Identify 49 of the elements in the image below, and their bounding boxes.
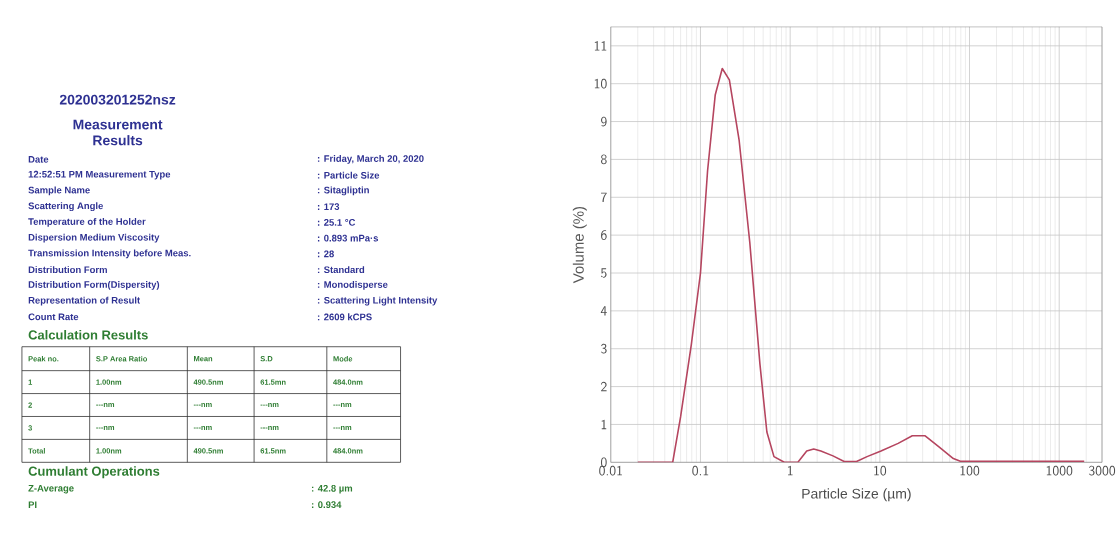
text: Measurement Results xyxy=(73,119,163,146)
text: 202003201252nsz xyxy=(59,94,176,105)
text: : 28 xyxy=(317,250,334,258)
text: : Scattering Light Intensity xyxy=(317,296,438,306)
text: Cumulant Operations xyxy=(28,466,160,479)
text: Temperature of the Holder xyxy=(28,217,146,227)
text: : 25.1 °C xyxy=(317,219,356,226)
y-tick-label: 8 xyxy=(601,154,607,165)
text: : 0.893 mPa·s xyxy=(317,234,379,242)
text: Sample Name xyxy=(28,186,90,196)
x-tick-label: 1 xyxy=(787,465,793,476)
text: 12:52:51 PM Measurement Type xyxy=(28,170,171,180)
y-tick-label: 6 xyxy=(601,230,607,240)
text: Transmission Intensity before Meas. xyxy=(28,249,191,259)
y-tick-label: 11 xyxy=(594,41,607,51)
y-tick-label: 1 xyxy=(601,419,607,430)
x-axis-title: Particle Size (µm) xyxy=(802,488,911,502)
text: : Friday, March 20, 2020 xyxy=(317,155,424,164)
text: Scattering Angle xyxy=(28,202,103,212)
y-tick-label: 3 xyxy=(601,343,607,354)
x-tick-label: 1000 xyxy=(1046,465,1073,476)
y-tick-label: 4 xyxy=(600,306,607,316)
text: : Particle Size xyxy=(317,171,380,179)
y-tick-label: 9 xyxy=(601,116,607,127)
text: : Standard xyxy=(317,266,365,274)
text: : 173 xyxy=(317,203,340,210)
x-tick-label: 3000 xyxy=(1088,465,1116,476)
text: Calculation Results xyxy=(28,330,148,340)
text: : 0.934 xyxy=(311,501,342,509)
text: : Monodisperse xyxy=(317,280,388,290)
y-axis-title: Volume (%) xyxy=(572,206,587,284)
text: : 42.8 µm xyxy=(311,484,353,494)
text: Representation of Result xyxy=(28,296,140,306)
x-tick-label: 100 xyxy=(960,465,980,476)
y-tick-label: 2 xyxy=(601,381,607,392)
text: Dispersion Medium Viscosity xyxy=(28,233,160,243)
text: Distribution Form xyxy=(28,266,107,274)
text: PI xyxy=(28,501,37,508)
text: : Sitagliptin xyxy=(317,186,369,196)
text: Count Rate xyxy=(28,313,79,321)
text: Distribution Form(Dispersity) xyxy=(28,280,160,290)
x-tick-label: 10 xyxy=(874,465,887,476)
y-tick-label: 7 xyxy=(601,192,607,202)
y-tick-label: 5 xyxy=(600,268,607,278)
text: Z-Average xyxy=(28,484,74,494)
x-tick-label: 0.1 xyxy=(692,465,709,476)
text: Date xyxy=(28,156,49,163)
y-tick-label: 10 xyxy=(594,78,607,89)
text: : 2609 kCPS xyxy=(317,313,372,321)
